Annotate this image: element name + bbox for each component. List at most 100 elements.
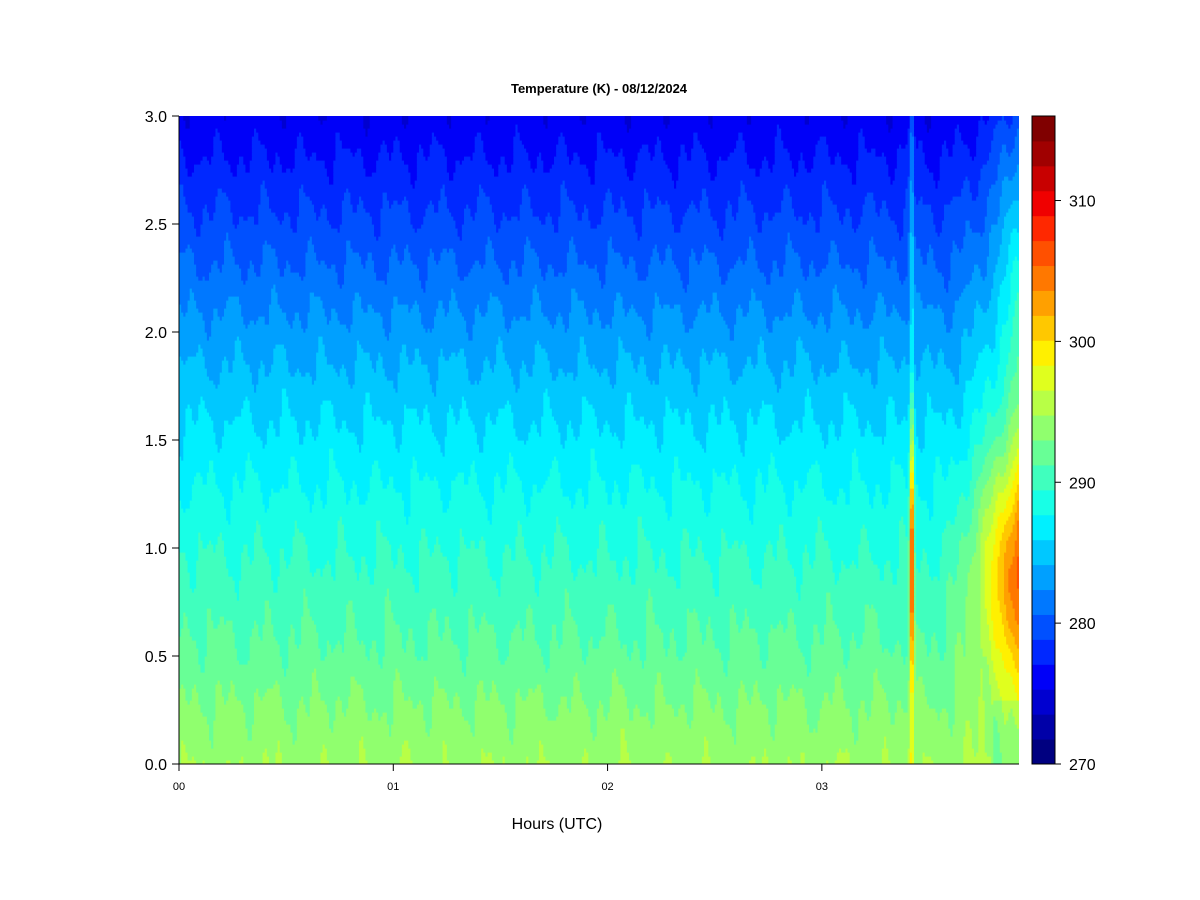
heatmap-cell xyxy=(446,756,482,761)
heatmap-cell xyxy=(892,652,902,657)
heatmap-cell xyxy=(509,460,514,465)
heatmap-cell xyxy=(755,496,787,501)
heatmap-cell xyxy=(854,560,859,565)
heatmap-cell xyxy=(397,448,401,453)
heatmap-cell xyxy=(980,684,984,689)
heatmap-cell xyxy=(393,720,427,725)
heatmap-cell xyxy=(967,456,973,461)
heatmap-cell xyxy=(496,580,502,585)
heatmap-cell xyxy=(389,596,566,601)
heatmap-cell xyxy=(247,544,255,549)
heatmap-cell xyxy=(986,612,992,617)
heatmap-cell xyxy=(819,428,829,433)
heatmap-cell xyxy=(1016,584,1019,589)
heatmap-cell xyxy=(554,456,557,461)
heatmap-cell xyxy=(290,724,298,729)
heatmap-cell xyxy=(920,448,924,453)
heatmap-cell xyxy=(588,492,609,497)
heatmap-cell xyxy=(509,456,514,461)
heatmap-cell xyxy=(629,572,637,577)
heatmap-cell xyxy=(457,568,491,573)
heatmap-cell xyxy=(967,452,975,457)
heatmap-cell xyxy=(232,480,240,485)
heatmap-cell xyxy=(736,740,855,745)
heatmap-cell xyxy=(187,616,208,621)
heatmap-cell xyxy=(481,492,495,497)
heatmap-cell xyxy=(824,532,862,537)
heatmap-cell xyxy=(680,564,712,569)
heatmap-cell xyxy=(926,400,932,405)
heatmap-cell xyxy=(704,508,712,513)
heatmap-cell xyxy=(954,416,962,421)
heatmap-cell xyxy=(961,640,967,645)
heatmap-cell xyxy=(474,616,482,621)
heatmap-cell xyxy=(916,428,926,433)
heatmap-cell xyxy=(909,452,915,457)
heatmap-cell xyxy=(954,700,979,705)
heatmap-cell xyxy=(228,692,236,697)
heatmap-cell xyxy=(573,576,577,581)
heatmap-cell xyxy=(536,484,544,489)
heatmap-cell xyxy=(1001,760,1019,764)
heatmap-cell xyxy=(1006,440,1014,445)
heatmap-cell xyxy=(401,544,420,549)
heatmap-cell xyxy=(648,716,656,721)
heatmap-cell xyxy=(404,416,420,421)
heatmap-cell xyxy=(543,660,551,665)
heatmap-cell xyxy=(845,492,851,497)
heatmap-cell xyxy=(984,736,994,741)
heatmap-cell xyxy=(712,472,718,477)
heatmap-cell xyxy=(532,484,538,489)
heatmap-cell xyxy=(185,612,208,617)
heatmap-cell xyxy=(509,732,514,737)
heatmap-cell xyxy=(393,432,403,437)
heatmap-cell xyxy=(629,716,634,721)
heatmap-cell xyxy=(997,720,1005,725)
heatmap-cell xyxy=(834,676,842,681)
heatmap-cell xyxy=(281,760,322,764)
heatmap-cell xyxy=(299,644,319,649)
heatmap-cell xyxy=(401,428,433,433)
heatmap-cell xyxy=(196,420,214,425)
heatmap-cell xyxy=(288,564,311,569)
heatmap-cell xyxy=(536,488,542,493)
heatmap-cell xyxy=(485,420,493,425)
heatmap-cell xyxy=(811,668,877,673)
heatmap-cell xyxy=(350,692,364,697)
heatmap-cell xyxy=(449,500,487,505)
heatmap-cell xyxy=(414,644,429,649)
heatmap-cell xyxy=(198,544,204,549)
heatmap-cell xyxy=(753,520,819,525)
heatmap-cell xyxy=(665,404,671,409)
heatmap-cell xyxy=(179,492,193,497)
heatmap-cell xyxy=(247,660,283,665)
heatmap-cell xyxy=(736,464,769,469)
heatmap-cell xyxy=(974,752,977,757)
heatmap-cell xyxy=(652,608,688,613)
heatmap-cell xyxy=(890,472,904,477)
heatmap-cell xyxy=(916,476,934,481)
heatmap-cell xyxy=(946,476,973,481)
heatmap-cell xyxy=(629,476,645,481)
heatmap-cell xyxy=(526,548,544,553)
heatmap-cell xyxy=(279,652,289,657)
heatmap-cell xyxy=(916,508,930,513)
heatmap-cell xyxy=(209,460,214,465)
heatmap-cell xyxy=(907,512,911,517)
heatmap-cell xyxy=(691,552,697,557)
heatmap-cell xyxy=(217,444,223,449)
heatmap-cell xyxy=(539,740,542,745)
heatmap-cell xyxy=(296,524,339,529)
heatmap-cell xyxy=(179,708,202,713)
heatmap-cell xyxy=(881,648,885,653)
heatmap-cell xyxy=(914,500,917,505)
heatmap-cell xyxy=(866,716,870,721)
heatmap-cell xyxy=(305,704,311,709)
heatmap-cell xyxy=(382,532,422,537)
heatmap-cell xyxy=(916,656,941,661)
heatmap-cell xyxy=(744,684,754,689)
heatmap-cell xyxy=(284,716,298,721)
heatmap-cell xyxy=(234,692,255,697)
heatmap-cell xyxy=(179,660,199,665)
heatmap-cell xyxy=(652,604,733,609)
